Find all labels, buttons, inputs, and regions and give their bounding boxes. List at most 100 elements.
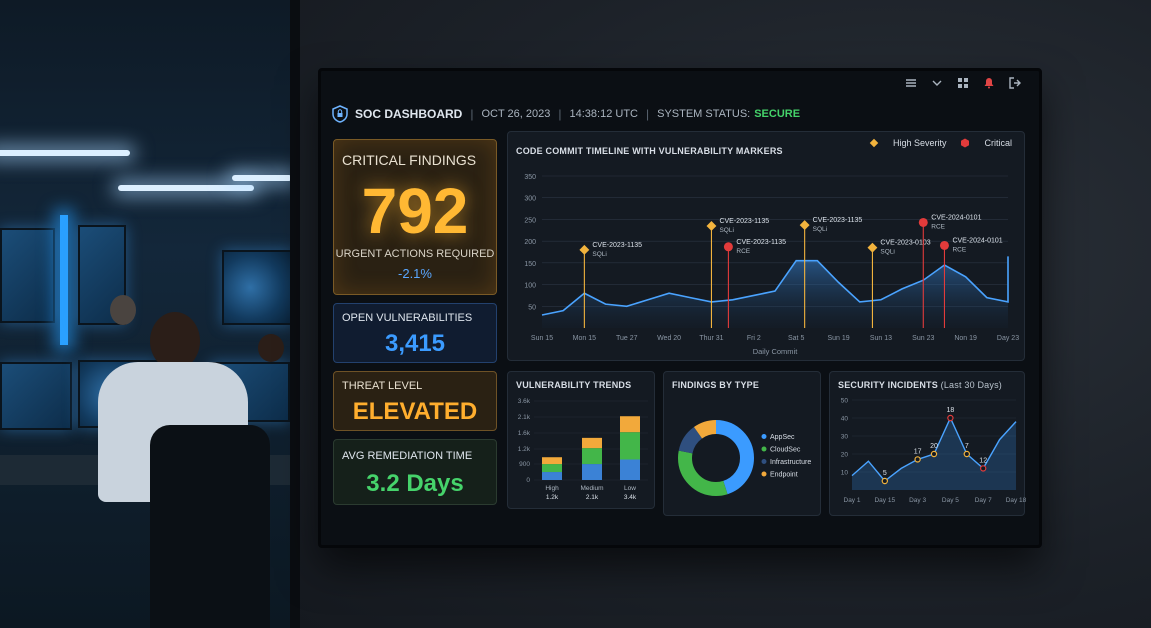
legend-label-critical: Critical [984, 138, 1012, 148]
data-point [914, 456, 921, 463]
y-tick-label: 350 [524, 174, 536, 181]
grid-icon[interactable] [957, 77, 969, 89]
data-label: 12 [979, 457, 987, 464]
x-tick-label: Day 1 [844, 497, 861, 504]
critical-findings-card[interactable]: CRITICAL FINDINGS 792 URGENT ACTIONS REQ… [333, 139, 497, 295]
marker-label: CVE-2023-0103 [880, 240, 930, 247]
x-axis-label: Daily Commit [753, 347, 799, 356]
x-tick-label: Low [624, 485, 636, 492]
toolbar [905, 77, 1021, 89]
panel-title-main: SECURITY INCIDENTS [838, 380, 938, 390]
card-label: THREAT LEVEL [342, 380, 423, 392]
ceiling-light [118, 185, 254, 191]
legend-swatch [761, 459, 767, 464]
y-tick-label: 2.1k [518, 414, 531, 421]
y-tick-label: 900 [519, 461, 530, 468]
bar-segment [582, 464, 602, 480]
y-tick-label: 100 [524, 283, 536, 290]
data-point [963, 450, 970, 458]
data-point [979, 465, 987, 472]
bar-total-label: 1.2k [546, 494, 559, 501]
marker-type: SQLi [719, 227, 733, 234]
x-tick-label: Day 5 [942, 497, 959, 504]
open-vulnerabilities-card[interactable]: OPEN VULNERABILITIES 3,415 [333, 303, 497, 363]
data-label: 7 [965, 443, 969, 450]
bar-total-label: 3.4k [624, 494, 637, 501]
bell-icon[interactable] [983, 77, 995, 89]
marker-label: CVE-2023-1135 [719, 218, 769, 225]
menu-icon[interactable] [905, 77, 917, 89]
wall-monitor: SOC DASHBOARD | OCT 26, 2023 | 14:38:12 … [318, 68, 1042, 548]
legend-label-high: High Severity [892, 138, 947, 148]
light-strip [60, 215, 68, 345]
y-tick-label: 10 [841, 470, 849, 477]
logout-icon[interactable] [1009, 77, 1021, 89]
panel-title: VULNERABILITY TRENDS [516, 380, 632, 390]
dashboard-title: SOC DASHBOARD [355, 107, 463, 121]
glass-frame [290, 0, 300, 628]
bar-segment [542, 457, 562, 465]
shield-icon [332, 105, 348, 123]
critical-findings-value: 792 [361, 175, 469, 247]
chevron-down-icon[interactable] [931, 77, 943, 89]
y-tick-label: 20 [841, 452, 849, 459]
card-subtitle: URGENT ACTIONS REQUIRED [335, 248, 495, 260]
card-label: AVG REMEDIATION TIME [342, 450, 473, 462]
bar-segment [620, 416, 640, 433]
wall-screen [0, 228, 55, 323]
y-tick-label: 50 [528, 304, 536, 311]
marker-type: SQLi [880, 249, 894, 256]
legend-label: AppSec [770, 434, 795, 441]
x-tick-label: Sun 23 [912, 335, 934, 342]
x-tick-label: Day 15 [874, 497, 895, 504]
header-date: OCT 26, 2023 [481, 108, 551, 120]
chart-legend: High Severity Critical [869, 138, 1012, 148]
x-tick-label: Mon 15 [573, 335, 596, 342]
commit-timeline-panel[interactable]: CODE COMMIT TIMELINE WITH VULNERABILITY … [507, 131, 1025, 361]
series-area [542, 256, 1008, 328]
data-label: 17 [914, 448, 922, 455]
marker-label: CVE-2023-1135 [813, 217, 863, 224]
x-tick-label: Thur 31 [699, 335, 723, 342]
security-incidents-panel[interactable]: SECURITY INCIDENTS (Last 30 Days) 10 20 30… [829, 371, 1026, 516]
marker-label: CVE-2023-1135 [736, 239, 786, 246]
divider: | [645, 107, 650, 121]
marker-type: RCE [736, 248, 750, 255]
findings-donut-chart: AppSec CloudSec Infrastructure Endpoint [678, 420, 811, 496]
panel-title: FINDINGS BY TYPE [672, 380, 760, 390]
vulnerability-trends-panel[interactable]: VULNERABILITY TRENDS 0 900 1.2k 1.6k 2.1k 3.6… [507, 371, 655, 509]
marker-type: RCE [952, 246, 966, 253]
office-chair [150, 425, 270, 628]
card-label: CRITICAL FINDINGS [342, 152, 477, 168]
marker-label: CVE-2024-0101 [931, 214, 981, 221]
legend-swatch [761, 471, 767, 477]
critical-marker [918, 217, 928, 227]
x-tick-label: Day 3 [909, 497, 926, 504]
y-tick-label: 0 [526, 477, 530, 484]
critical-marker [939, 240, 949, 250]
bar-segment [582, 437, 602, 449]
threat-level-card[interactable]: THREAT LEVEL ELEVATED [333, 371, 497, 431]
person-head [258, 334, 284, 362]
x-tick-label: High [545, 485, 559, 492]
marker-type: RCE [931, 223, 945, 230]
bar-total-label: 2.1k [586, 494, 599, 501]
y-tick-label: 1.6k [518, 430, 531, 437]
y-tick-label: 3.6k [518, 398, 531, 405]
remediation-time-card[interactable]: AVG REMEDIATION TIME 3.2 Days [333, 439, 497, 505]
findings-by-type-panel[interactable]: FINDINGS BY TYPE AppSec CloudSec Infrastru… [663, 371, 821, 516]
y-tick-label: 30 [841, 434, 849, 441]
bar-segment [620, 459, 640, 480]
y-tick-label: 1.2k [518, 446, 531, 453]
x-tick-label: Wed 20 [657, 335, 681, 342]
divider: | [558, 107, 562, 121]
hexagon-icon [961, 138, 970, 148]
dashboard-header: SOC DASHBOARD | OCT 26, 2023 | 14:38:12 … [331, 99, 1019, 129]
y-tick-label: 40 [841, 416, 849, 423]
x-tick-label: Fri 2 [747, 335, 761, 342]
series-line [541, 256, 1009, 316]
wall-screen [78, 225, 126, 325]
change-indicator: -2.1% [398, 266, 432, 281]
data-label: 18 [947, 407, 955, 414]
x-tick-label: Sun 15 [531, 335, 553, 342]
